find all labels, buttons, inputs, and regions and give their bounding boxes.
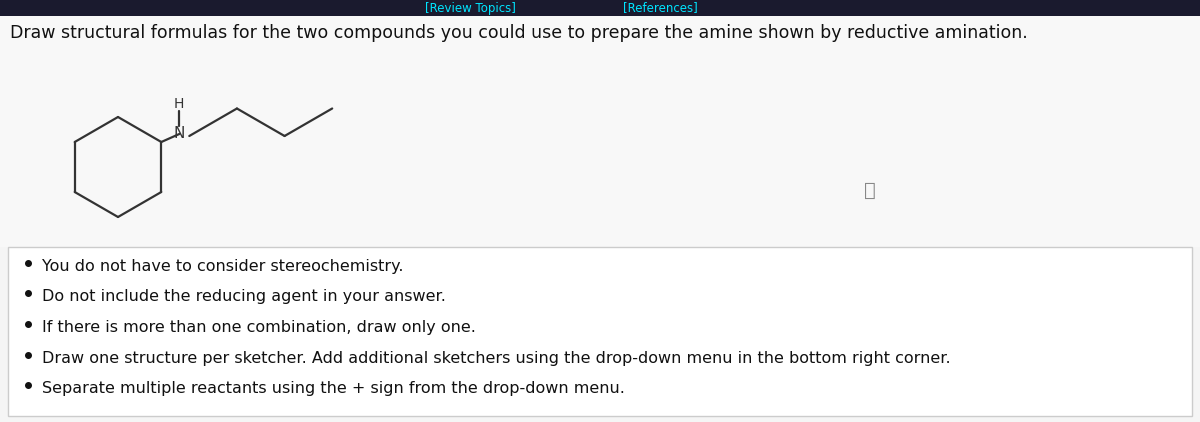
FancyBboxPatch shape (8, 247, 1192, 416)
Bar (0, 16, 1200, 247)
Text: Draw one structure per sketcher. Add additional sketchers using the drop-down me: Draw one structure per sketcher. Add add… (42, 351, 950, 365)
Text: Separate multiple reactants using the + sign from the drop-down menu.: Separate multiple reactants using the + … (42, 381, 625, 396)
Text: If there is more than one combination, draw only one.: If there is more than one combination, d… (42, 320, 476, 335)
Text: [References]: [References] (623, 2, 697, 14)
Text: N: N (174, 127, 185, 141)
Text: [Review Topics]: [Review Topics] (425, 2, 516, 14)
Text: ⤵: ⤵ (864, 181, 876, 200)
Bar (0, 0, 1200, 16)
Text: Do not include the reducing agent in your answer.: Do not include the reducing agent in you… (42, 289, 446, 304)
Text: Draw structural formulas for the two compounds you could use to prepare the amin: Draw structural formulas for the two com… (10, 24, 1027, 42)
Text: H: H (174, 97, 185, 111)
Text: You do not have to consider stereochemistry.: You do not have to consider stereochemis… (42, 259, 403, 274)
